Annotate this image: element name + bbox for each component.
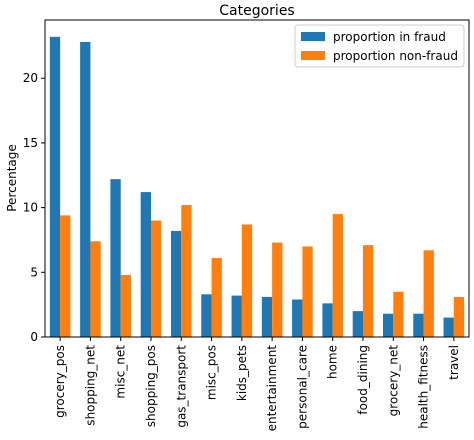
x-tick-label: kids_pets	[235, 345, 249, 401]
legend-frame	[294, 24, 465, 68]
bar-fraud-grocery-net	[382, 313, 394, 337]
y-tick-label: 10	[23, 201, 38, 215]
y-tick-label: 15	[23, 136, 38, 150]
bar-non-fraud-personal-care	[302, 246, 313, 337]
x-tick-label: misc_pos	[205, 345, 219, 400]
legend-swatch-fraud	[301, 32, 325, 41]
bar-fraud-grocery-pos	[49, 36, 61, 337]
bars-layer	[49, 36, 465, 337]
bar-non-fraud-food-dining	[363, 245, 374, 337]
bar-non-fraud-misc-pos	[211, 258, 222, 337]
bar-fraud-food-dining	[352, 311, 363, 337]
bar-fraud-shopping-pos	[140, 192, 151, 337]
bar-non-fraud-shopping-pos	[151, 220, 162, 337]
bar-non-fraud-misc-net	[120, 274, 132, 337]
chart-title: Categories	[219, 3, 294, 19]
bar-fraud-travel	[443, 317, 454, 337]
bar-non-fraud-grocery-net	[393, 291, 404, 337]
bar-non-fraud-gas-transport	[181, 205, 192, 337]
y-tick-label: 0	[30, 330, 38, 344]
x-tick-label: home	[326, 345, 340, 379]
bar-fraud-misc-pos	[201, 294, 212, 337]
x-tick-label: grocery_pos	[53, 345, 67, 418]
x-tick-label: health_fitness	[417, 345, 431, 429]
bar-fraud-kids-pets	[231, 295, 242, 337]
x-tick-label: travel	[447, 345, 461, 380]
y-tick-label: 20	[23, 71, 38, 85]
bar-fraud-shopping-net	[80, 42, 91, 337]
x-tick-label: food_dining	[356, 345, 370, 415]
plot-frame	[44, 19, 470, 338]
bar-fraud-misc-net	[110, 179, 121, 337]
bar-non-fraud-entertainment	[272, 242, 283, 337]
y-tick-label: 5	[30, 265, 38, 279]
bar-fraud-home	[322, 303, 333, 337]
legend-swatch-non-fraud	[301, 51, 325, 60]
x-tick-label: entertainment	[265, 345, 279, 432]
bar-non-fraud-shopping-net	[90, 241, 101, 337]
bar-non-fraud-travel	[453, 296, 465, 337]
bar-fraud-health-fitness	[413, 313, 424, 337]
y-axis-label: Percentage	[5, 144, 19, 212]
legend-label-fraud: proportion in fraud	[333, 30, 446, 44]
bar-fraud-personal-care	[292, 299, 303, 337]
legend: proportion in fraud proportion non-fraud	[294, 24, 465, 68]
legend-label-non-fraud: proportion non-fraud	[333, 49, 458, 63]
y-axis: 0 5 10 15 20	[23, 71, 45, 344]
bar-non-fraud-kids-pets	[241, 224, 253, 337]
bar-non-fraud-home	[332, 214, 344, 337]
bar-fraud-entertainment	[261, 296, 273, 337]
bar-fraud-gas-transport	[170, 230, 182, 337]
x-tick-label: personal_care	[295, 345, 309, 429]
x-tick-label: shopping_pos	[144, 345, 158, 427]
bar-non-fraud-health-fitness	[423, 250, 434, 337]
x-axis: grocery_pos shopping_net misc_net shopping_…	[53, 337, 461, 431]
x-tick-label: grocery_net	[386, 345, 400, 417]
x-tick-label: shopping_net	[83, 345, 97, 426]
x-tick-label: misc_net	[114, 345, 128, 399]
bar-non-fraud-grocery-pos	[60, 215, 71, 337]
x-tick-label: gas_transport	[174, 345, 188, 428]
